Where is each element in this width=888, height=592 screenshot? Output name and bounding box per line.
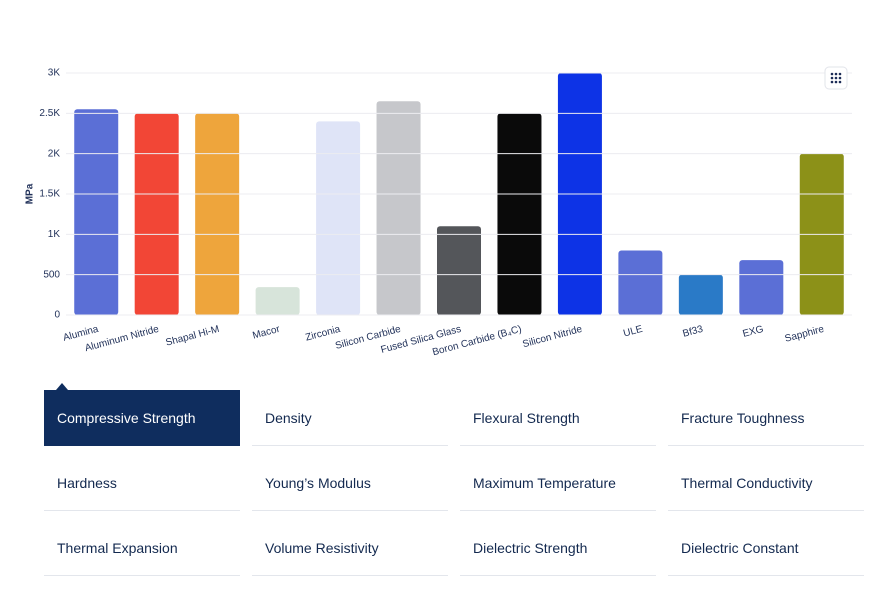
bar	[497, 113, 542, 315]
property-tab[interactable]: Thermal Expansion	[44, 520, 240, 576]
property-tab[interactable]: Hardness	[44, 455, 240, 511]
bar	[316, 121, 361, 316]
x-tick-label: ULE	[622, 324, 644, 340]
property-tab[interactable]: Thermal Conductivity	[668, 455, 864, 511]
x-tick-label: Sapphire	[784, 324, 826, 345]
y-tick-label: 1K	[48, 229, 61, 240]
bar	[74, 109, 119, 315]
property-tab[interactable]: Flexural Strength	[460, 390, 656, 446]
bar	[134, 113, 179, 315]
x-tick-label: Silicon Nitride	[521, 324, 583, 351]
y-tick-label: 3K	[48, 68, 61, 79]
y-tick-label: 500	[43, 269, 60, 280]
property-tab[interactable]: Dielectric Constant	[668, 520, 864, 576]
bar	[376, 101, 421, 315]
y-axis-label: MPa	[25, 183, 36, 204]
y-tick-label: 2.5K	[39, 108, 60, 119]
property-tab[interactable]: Density	[252, 390, 448, 446]
bar	[739, 260, 784, 315]
x-tick-label: Bf33	[682, 324, 705, 340]
x-tick-label: EXG	[742, 324, 765, 340]
property-tab[interactable]: Volume Resistivity	[252, 520, 448, 576]
bar	[618, 250, 663, 315]
property-tab[interactable]: Compressive Strength	[44, 383, 240, 446]
bar	[437, 226, 481, 315]
menu-button[interactable]	[824, 66, 848, 90]
bar	[195, 113, 240, 315]
menu-icon[interactable]	[830, 72, 842, 84]
y-tick-label: 2K	[48, 148, 61, 159]
property-tab[interactable]: Dielectric Strength	[460, 520, 656, 576]
x-tick-label: Shapal Hi-M	[165, 324, 221, 349]
property-tab[interactable]: Fracture Toughness	[668, 390, 864, 446]
property-tab[interactable]: Maximum Temperature	[460, 455, 656, 511]
tab-grid: Compressive Strength Density Flexural Stre…	[44, 383, 864, 576]
bar	[255, 287, 300, 315]
x-tick-label: Macor	[251, 324, 281, 342]
bar	[678, 274, 723, 315]
property-tab[interactable]: Young’s Modulus	[252, 455, 448, 511]
y-tick-label: 0	[54, 310, 60, 321]
y-tick-label: 1.5K	[39, 189, 60, 200]
